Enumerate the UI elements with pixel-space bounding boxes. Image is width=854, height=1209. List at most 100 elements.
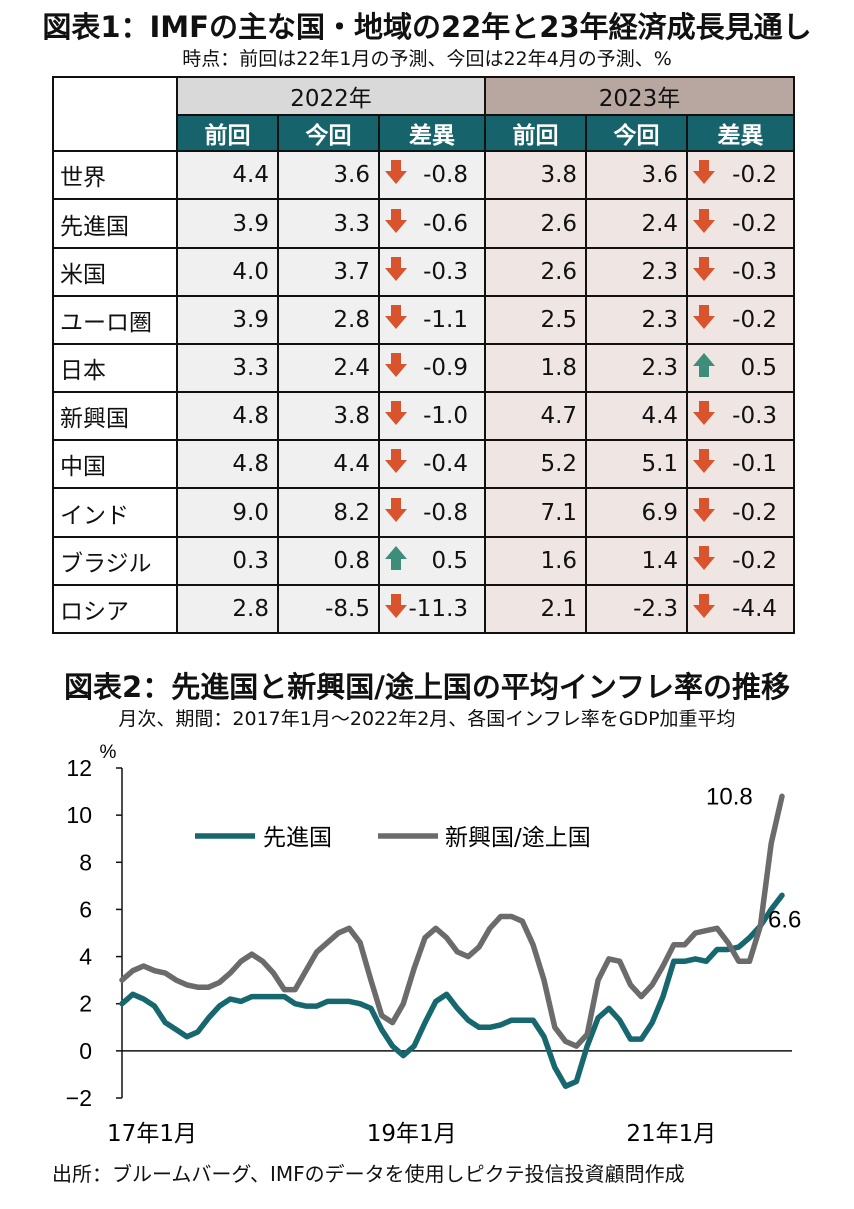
row-label: インド [52,487,178,538]
year-2022-header: 2022年 [175,75,487,117]
table-row: 米国 4.0 3.7 -0.3 2.6 2.3 -0.3 [52,246,796,297]
diff-value: -0.6 [423,210,469,237]
cell-curr-2023: 1.4 [585,535,689,586]
cell-curr-2022: 0.8 [277,535,380,586]
diff-value: -4.4 [732,595,778,622]
cell-diff-2022: -11.3 [377,583,487,635]
down-arrow-icon [692,304,716,336]
down-arrow-icon [384,256,408,288]
down-arrow-icon [692,400,716,432]
down-arrow-icon [384,208,408,240]
cell-diff-2023: -0.1 [686,439,796,490]
diff-value: -0.1 [732,451,778,478]
row-label: 新興国 [52,391,178,442]
cell-diff-2023: 0.5 [686,342,796,394]
cell-prev-2023: 2.6 [484,246,588,297]
cell-diff-2022: 0.5 [377,535,487,586]
cell-prev-2022: 3.9 [176,294,279,345]
cell-prev-2023: 3.8 [484,150,588,201]
row-label: ロシア [52,583,178,635]
x-tick-label: 19年1月 [367,1121,457,1147]
row-label: 世界 [52,150,178,201]
cell-prev-2022: 4.8 [176,439,279,490]
cell-prev-2022: 2.8 [176,583,279,635]
row-label: 先進国 [52,198,178,249]
down-arrow-icon [692,593,716,625]
y-tick-label: 4 [79,944,92,970]
down-arrow-icon [692,256,716,288]
down-arrow-icon [384,593,408,625]
table-row: 新興国 4.8 3.8 -1.0 4.7 4.4 -0.3 [52,391,796,442]
cell-prev-2023: 2.5 [484,294,588,345]
diff-value: 0.5 [740,355,778,382]
col-diff-2022: 差異 [377,114,487,153]
row-label: ブラジル [52,535,178,586]
series-end-label: 6.6 [768,906,801,933]
down-arrow-icon [692,545,716,577]
cell-prev-2022: 3.3 [176,342,279,394]
y-tick-label: −2 [66,1085,92,1111]
diff-value: -0.2 [732,499,778,526]
growth-forecast-table: 2022年 2023年 前回 今回 差異 前回 今回 差異 世界 4.4 3.6 -0… [52,75,796,635]
diff-value: -0.3 [732,403,778,430]
col-curr-2023: 今回 [585,114,689,153]
col-curr-2022: 今回 [277,114,380,153]
cell-curr-2023: 2.4 [585,198,689,249]
diff-value: -0.8 [423,162,469,189]
cell-diff-2022: -0.4 [377,439,487,490]
x-tick-label: 21年1月 [626,1121,716,1147]
down-arrow-icon [384,448,408,480]
series-line-emerging [119,793,785,1049]
diff-value: -0.2 [732,210,778,237]
table-row: 中国 4.8 4.4 -0.4 5.2 5.1 -0.1 [52,439,796,490]
down-arrow-icon [384,159,408,191]
cell-curr-2023: 4.4 [585,391,689,442]
diff-value: -0.2 [732,162,778,189]
cell-diff-2023: -0.3 [686,391,796,442]
cell-curr-2022: 3.8 [277,391,380,442]
cell-prev-2023: 1.6 [484,535,588,586]
y-axis-unit: % [100,742,117,763]
cell-diff-2022: -0.8 [377,150,487,201]
year-2023-header: 2023年 [484,75,796,117]
cell-curr-2022: 3.3 [277,198,380,249]
y-tick-label: 8 [79,849,92,875]
diff-value: -1.0 [423,403,469,430]
row-label: 日本 [52,342,178,394]
cell-prev-2023: 7.1 [484,487,588,538]
cell-prev-2023: 2.1 [484,583,588,635]
cell-prev-2023: 2.6 [484,198,588,249]
series-line-advanced [119,892,785,1089]
table-row: 世界 4.4 3.6 -0.8 3.8 3.6 -0.2 [52,150,796,201]
diff-value: -0.2 [732,306,778,333]
cell-diff-2023: -0.2 [686,150,796,201]
cell-curr-2023: 2.3 [585,246,689,297]
cell-diff-2022: -0.9 [377,342,487,394]
col-diff-2023: 差異 [686,114,796,153]
table-title: 図表1：IMFの主な国・地域の22年と23年経済成長見通し [42,10,812,44]
cell-curr-2023: 2.3 [585,294,689,345]
cell-curr-2022: 2.4 [277,342,380,394]
table-row: 日本 3.3 2.4 -0.9 1.8 2.3 0.5 [52,342,796,394]
chart-title: 図表2：先進国と新興国/途上国の平均インフレ率の推移 [64,670,790,704]
col-prev-2022: 前回 [176,114,279,153]
down-arrow-icon [692,208,716,240]
cell-prev-2022: 9.0 [176,487,279,538]
source-note: 出所：ブルームバーグ、IMFのデータを使用しピクテ投信投資顧問作成 [52,1162,685,1186]
diff-value: -11.3 [408,595,469,622]
cell-diff-2023: -0.2 [686,294,796,345]
y-tick-label: 2 [79,991,92,1017]
cell-prev-2023: 1.8 [484,342,588,394]
cell-prev-2022: 4.8 [176,391,279,442]
cell-curr-2023: 5.1 [585,439,689,490]
cell-diff-2022: -0.6 [377,198,487,249]
cell-curr-2022: 4.4 [277,439,380,490]
table-row: ロシア 2.8 -8.5 -11.3 2.1 -2.3 -4.4 [52,583,796,635]
cell-prev-2022: 4.0 [176,246,279,297]
row-label: 米国 [52,246,178,297]
down-arrow-icon [692,159,716,191]
cell-prev-2022: 3.9 [176,198,279,249]
cell-diff-2023: -4.4 [686,583,796,635]
up-arrow-icon [384,545,408,577]
cell-curr-2022: 3.7 [277,246,380,297]
